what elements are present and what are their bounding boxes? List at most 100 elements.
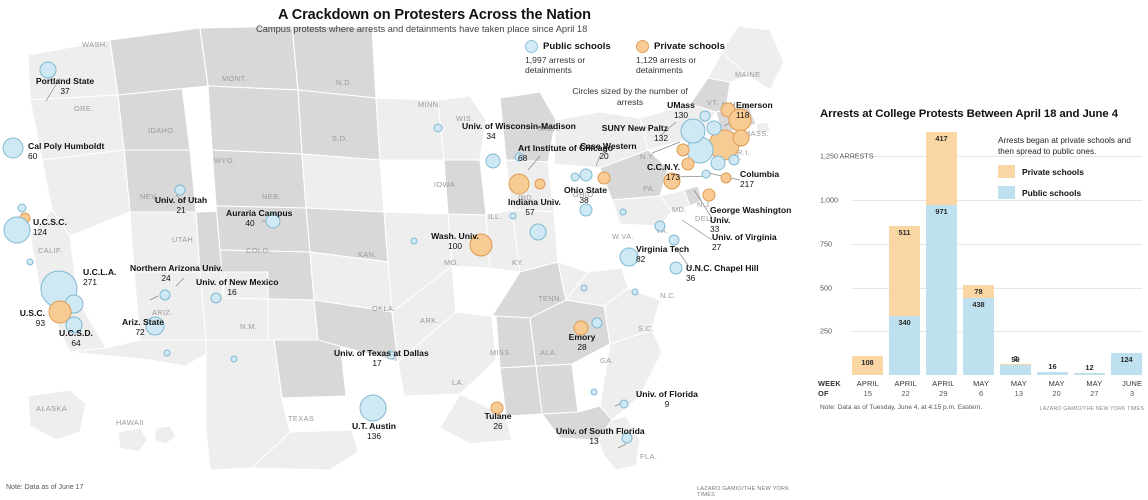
school-label-unc-chapel-hill: U.N.C. Chapel Hill 36 xyxy=(686,263,759,283)
bubble-ne-sat-d xyxy=(710,155,726,171)
bubble-usf xyxy=(621,432,633,444)
state-label-wash: WASH. xyxy=(82,40,108,49)
bar-segment-public[interactable]: 12 xyxy=(1074,363,1105,375)
gridline xyxy=(852,243,1142,245)
bar-column[interactable]: 417 971 xyxy=(926,130,957,375)
x-axis-tick: MAY 13 xyxy=(1010,379,1027,398)
bar-value-private: 78 xyxy=(974,286,983,296)
bar-segment-private[interactable]: 78 xyxy=(963,284,994,299)
school-label-ariz-state: Ariz. State 72 xyxy=(122,317,165,337)
y-axis-tick: 1,000 xyxy=(820,195,838,205)
bar-segment-private[interactable]: 108 xyxy=(852,356,883,375)
school-label-ohio-state: Ohio State 38 xyxy=(564,185,607,205)
bubble-ne-sat-c xyxy=(732,129,750,147)
map-credit: LAZARO GAMIO/THE NEW YORK TIMES xyxy=(697,486,790,498)
school-label-uw-madison: Univ. of Wisconsin-Madison 34 xyxy=(462,121,576,141)
state-label-pa: PA. xyxy=(643,184,656,193)
bubble-small-nm xyxy=(230,355,238,363)
bar-column[interactable]: 12 xyxy=(1074,130,1105,375)
bar-segment-public[interactable]: 340 xyxy=(889,315,920,375)
state-label-wis: WIS. xyxy=(456,114,474,123)
gridline xyxy=(852,287,1142,289)
school-label-emory: Emory 28 xyxy=(568,332,596,352)
state-label-tenn: TENN. xyxy=(538,294,563,303)
x-axis-tick: APRIL 15 xyxy=(856,379,880,398)
school-label-wash-univ: Wash. Univ. 100 xyxy=(431,231,479,251)
bubble-small-tn xyxy=(580,284,588,292)
public-school-circle-icon xyxy=(525,40,538,53)
state-label-nm: N.M. xyxy=(240,322,258,331)
bubble-small-nc xyxy=(631,288,639,296)
state-label-la: LA. xyxy=(452,378,465,387)
circle-sizing-note: Circles sized by the number of arrests xyxy=(572,86,688,107)
map-bubbles xyxy=(2,61,752,444)
chart-title: Arrests at College Protests Between Apri… xyxy=(820,108,1118,120)
chart-bars: 108 511 340 417 971 78 438 2 59 16 12 124 xyxy=(852,130,1142,375)
bar-segment-private[interactable]: 417 xyxy=(926,132,957,206)
bar-segment-public[interactable]: 59 xyxy=(1000,355,1031,375)
school-label-ucla: U.C.L.A. 271 xyxy=(83,267,117,287)
chart-note: Note: Data as of Tuesday, June 4, at 4:1… xyxy=(820,404,983,411)
state-label-ny: N.Y. xyxy=(640,152,656,161)
bubble-small-ks xyxy=(410,237,418,245)
bar-segment-public[interactable]: 971 xyxy=(926,205,957,375)
bubble-usc xyxy=(48,300,72,324)
bar-value-public: 16 xyxy=(1048,362,1057,372)
gridline xyxy=(852,200,1142,201)
state-label-maine: MAINE xyxy=(735,70,761,79)
bubble-ucsc xyxy=(3,216,31,244)
bubble-ne-sat-f xyxy=(681,157,695,171)
bar-column[interactable]: 124 xyxy=(1111,130,1142,375)
bubble-ohio-state xyxy=(579,203,593,217)
bubble-ucsd xyxy=(65,316,83,334)
chart-legend-private: Private schools xyxy=(998,165,1148,179)
bubble-small-pa xyxy=(619,208,627,216)
gridline xyxy=(852,156,1142,158)
bubble-unm xyxy=(210,292,222,304)
map-legend: Public schools 1,997 arrests or detainme… xyxy=(525,40,725,76)
bubble-uw-madison xyxy=(485,153,501,169)
state-label-ala: ALA. xyxy=(540,348,558,357)
x-axis-tick: APRIL 22 xyxy=(894,379,917,398)
bar-segment-private[interactable]: 511 xyxy=(889,226,920,316)
bar-column[interactable]: 2 59 xyxy=(1000,130,1031,375)
bar-segment-public[interactable]: 16 xyxy=(1037,362,1068,375)
bubble-suny-new-paltz xyxy=(680,118,706,144)
bar-column[interactable]: 16 xyxy=(1037,130,1068,375)
bubble-nau xyxy=(159,289,171,301)
x-axis-tick: MAY 20 xyxy=(1048,379,1065,398)
map-legend-public-detail: 1,997 arrests or detainments xyxy=(525,55,586,76)
chart-legend-public: Public schools xyxy=(998,186,1148,200)
bar-value-private: 2 xyxy=(1013,354,1018,364)
map-legend-public: Public schools 1,997 arrests or detainme… xyxy=(525,40,614,76)
state-label-miss: MISS. xyxy=(490,348,513,357)
state-label-nev: NEV. xyxy=(140,192,159,201)
private-school-circle-icon xyxy=(636,40,649,53)
bar-column[interactable]: 78 438 xyxy=(963,130,994,375)
chart-plot-area: 250 500 750 1,000 1,250 ARRESTS 108 511 340 417… xyxy=(820,130,1142,375)
state-label-nd: N.D. xyxy=(336,78,353,87)
bar-column[interactable]: 511 340 xyxy=(889,130,920,375)
school-label-ccny: C.C.N.Y. 173 xyxy=(647,162,680,182)
y-axis-tick: 500 xyxy=(820,283,832,292)
bar-segment-public[interactable]: 438 xyxy=(963,298,994,375)
bubble-small-oh-a xyxy=(570,172,580,182)
bubble-case-western xyxy=(597,171,611,185)
bar-column[interactable]: 108 xyxy=(852,130,883,375)
state-label-ohio: OHIO xyxy=(573,190,594,199)
page-title: A Crackdown on Protesters Across the Nat… xyxy=(278,7,591,23)
state-label-nj: N.J. xyxy=(697,200,712,209)
school-label-auraria: Auraria Campus 40 xyxy=(226,208,293,228)
bubble-small-az xyxy=(163,349,171,357)
bubble-univ-utah xyxy=(174,184,186,196)
bar-segment-public[interactable]: 124 xyxy=(1111,353,1142,375)
y-axis-tick: 250 xyxy=(820,326,832,336)
x-axis-tick: MAY 6 xyxy=(973,379,990,398)
state-label-vt: VT. xyxy=(707,98,719,107)
school-label-cal-poly-humboldt: Cal Poly Humboldt 60 xyxy=(28,141,105,161)
bubble-small-oh-b xyxy=(579,168,593,182)
bubble-small-ga xyxy=(591,317,603,329)
y-axis-tick: 1,250 ARRESTS xyxy=(820,151,874,161)
bubble-ariz-state xyxy=(145,316,165,336)
map-panel: .st-l { fill:#eeeeee; stroke:#ffffff; st… xyxy=(2,7,792,498)
